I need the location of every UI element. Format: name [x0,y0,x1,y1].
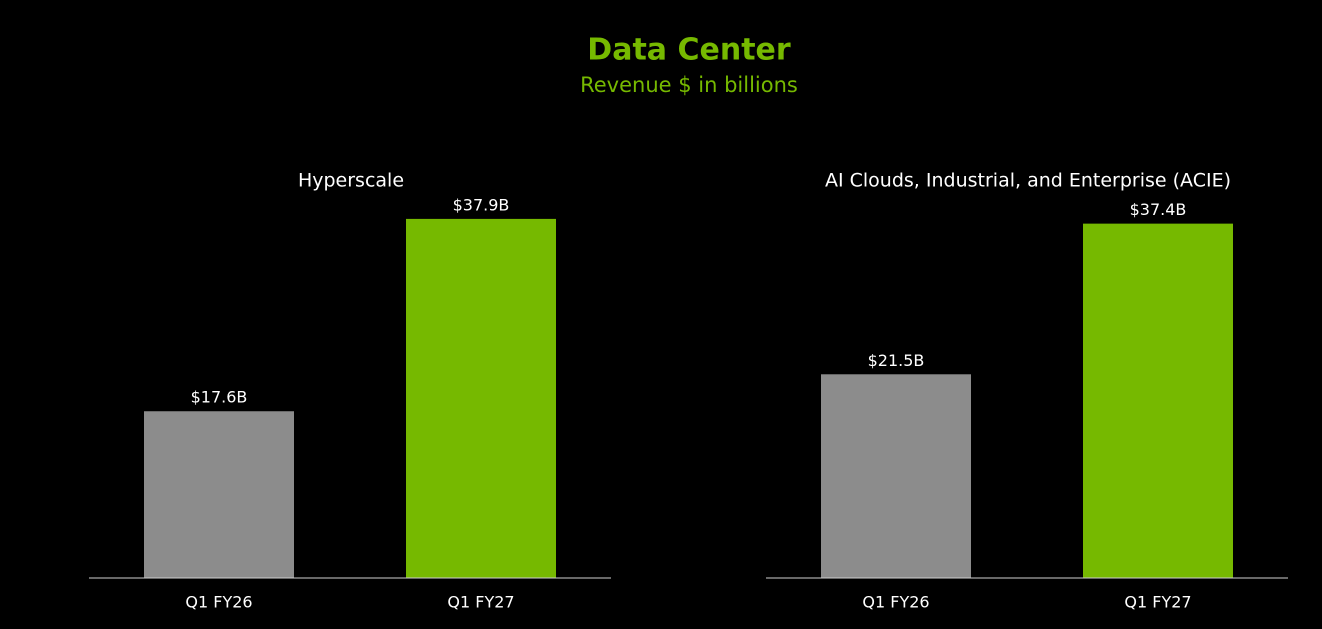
x-tick-label: Q1 FY26 [185,593,252,612]
bar [1083,223,1233,578]
x-tick-label: Q1 FY27 [447,593,514,612]
bar [821,374,971,578]
panel-title: Hyperscale [298,170,404,192]
bar [144,411,294,578]
chart-subtitle: Revenue $ in billions [580,73,798,97]
value-label: $21.5B [868,351,925,370]
chart-title: Data Center [587,33,791,68]
value-label: $17.6B [191,388,248,407]
x-tick-label: Q1 FY26 [862,593,929,612]
bar [406,218,556,578]
value-label: $37.4B [1130,200,1187,219]
panel-title: AI Clouds, Industrial, and Enterprise (A… [825,170,1231,192]
x-tick-label: Q1 FY27 [1124,593,1191,612]
value-label: $37.9B [453,195,510,214]
